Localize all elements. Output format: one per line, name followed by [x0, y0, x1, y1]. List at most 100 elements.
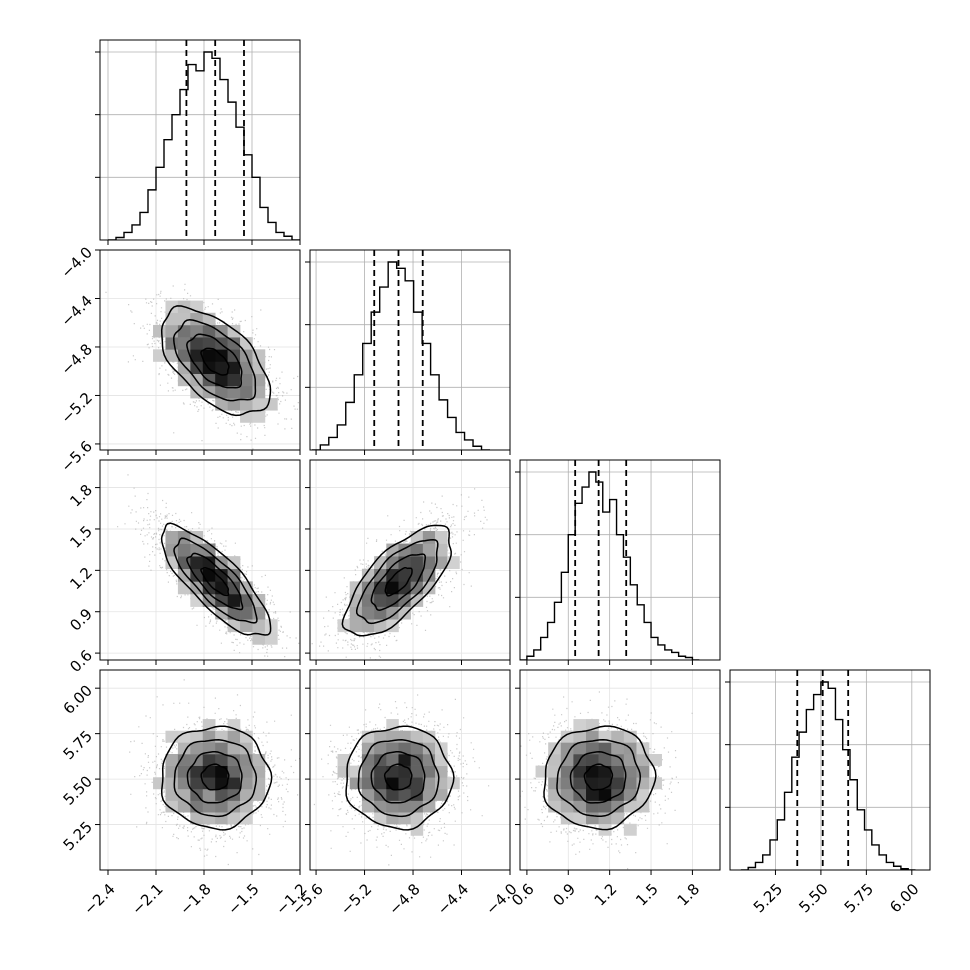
density-cell — [215, 777, 228, 790]
contour-0 — [160, 305, 272, 417]
density-cell — [386, 730, 399, 743]
density-cell — [227, 719, 241, 732]
density-cell — [202, 719, 216, 732]
scatter-panel-1-0 — [95, 249, 301, 455]
density-cell — [386, 581, 399, 595]
density-cell — [374, 730, 387, 743]
density-cell — [153, 349, 166, 362]
contour-0 — [160, 725, 273, 831]
density-cell — [435, 777, 448, 790]
contour-3 — [200, 347, 230, 376]
density-cell — [548, 777, 562, 790]
density-cell — [374, 742, 387, 755]
density-cell — [611, 812, 625, 825]
contour-0 — [345, 725, 455, 831]
density-cell — [215, 730, 228, 743]
contour-3 — [200, 763, 230, 791]
density-cell — [215, 568, 228, 582]
x-tick-label: −2.4 — [80, 880, 118, 918]
y-tick-label: 5.75 — [60, 727, 96, 763]
y-tick-label: 0.9 — [66, 605, 96, 635]
y-tick-label: −5.6 — [58, 437, 96, 475]
density-cell — [190, 337, 204, 350]
density-cell — [202, 812, 216, 825]
density-cell — [190, 556, 204, 570]
density-cell — [386, 788, 399, 801]
density-cell — [361, 606, 375, 620]
y-tick-label: −5.2 — [58, 389, 96, 427]
density-cell — [573, 800, 587, 813]
density-cell — [202, 324, 216, 338]
density-cell — [240, 730, 253, 743]
density-cell — [410, 568, 424, 582]
density-cell — [165, 556, 179, 570]
density-cell — [349, 777, 363, 790]
density-cell — [398, 800, 411, 813]
density-cell — [410, 754, 424, 766]
density-cell — [623, 823, 637, 836]
scatter-panel-3-2 — [515, 669, 721, 875]
density-cell — [215, 800, 228, 813]
x-tick-label: −5.2 — [337, 880, 375, 918]
density-cell — [398, 581, 411, 595]
density-cell — [165, 754, 179, 766]
y-tick-label: 5.50 — [60, 772, 96, 808]
density-cell — [410, 730, 424, 743]
density-cell — [349, 765, 363, 778]
density-cell — [361, 754, 375, 766]
density-cell — [398, 742, 411, 755]
density-cell — [649, 754, 662, 766]
density-cell — [337, 765, 351, 778]
density-cell — [636, 788, 650, 801]
density-cell — [215, 812, 228, 825]
x-tick-label: 5.75 — [841, 880, 877, 916]
histogram-0 — [108, 51, 300, 240]
density-cell — [227, 556, 241, 570]
density-cell — [177, 361, 191, 375]
density-cell — [435, 556, 448, 570]
density-cell — [548, 765, 562, 778]
density-cell — [190, 742, 204, 755]
density-cell — [560, 754, 574, 766]
y-tick-label: −4.0 — [58, 243, 96, 281]
x-tick-label: −4.8 — [385, 880, 423, 918]
scatter-body — [105, 283, 299, 450]
density-cell — [252, 410, 266, 423]
density-cell — [386, 606, 399, 620]
density-cell — [361, 730, 375, 743]
density-cell — [386, 765, 399, 778]
density-cell — [240, 398, 253, 411]
density-cell — [535, 765, 549, 778]
density-cell — [190, 812, 204, 825]
density-cell — [386, 568, 399, 582]
density-cell — [573, 777, 587, 790]
density-cell — [636, 800, 650, 813]
density-cell — [410, 742, 424, 755]
density-cell — [165, 788, 179, 801]
panel-frame — [99, 39, 301, 241]
density-cell — [398, 788, 411, 801]
density-cell — [153, 777, 166, 790]
density-cell — [410, 543, 424, 557]
scatter-panel-3-1 — [305, 669, 511, 875]
density-cell — [202, 349, 216, 362]
density-cell — [215, 373, 228, 387]
density-cell — [398, 777, 411, 790]
density-cell — [227, 619, 241, 633]
density-cell — [623, 754, 637, 766]
scatter-body — [520, 691, 693, 870]
density-cell — [422, 742, 436, 755]
panel-frame — [519, 669, 721, 871]
y-tick-label: 1.8 — [66, 481, 96, 511]
scatter-points — [313, 694, 490, 866]
density-cell — [227, 800, 241, 813]
density-cell — [202, 730, 216, 743]
density-cell — [240, 373, 253, 387]
scatter-body — [129, 679, 300, 866]
density-cell — [398, 606, 411, 620]
density-cell — [386, 719, 399, 732]
density-cell — [374, 593, 387, 607]
density-cell — [227, 742, 241, 755]
density-cell — [361, 777, 375, 790]
x-tick-label: 5.50 — [795, 880, 831, 916]
